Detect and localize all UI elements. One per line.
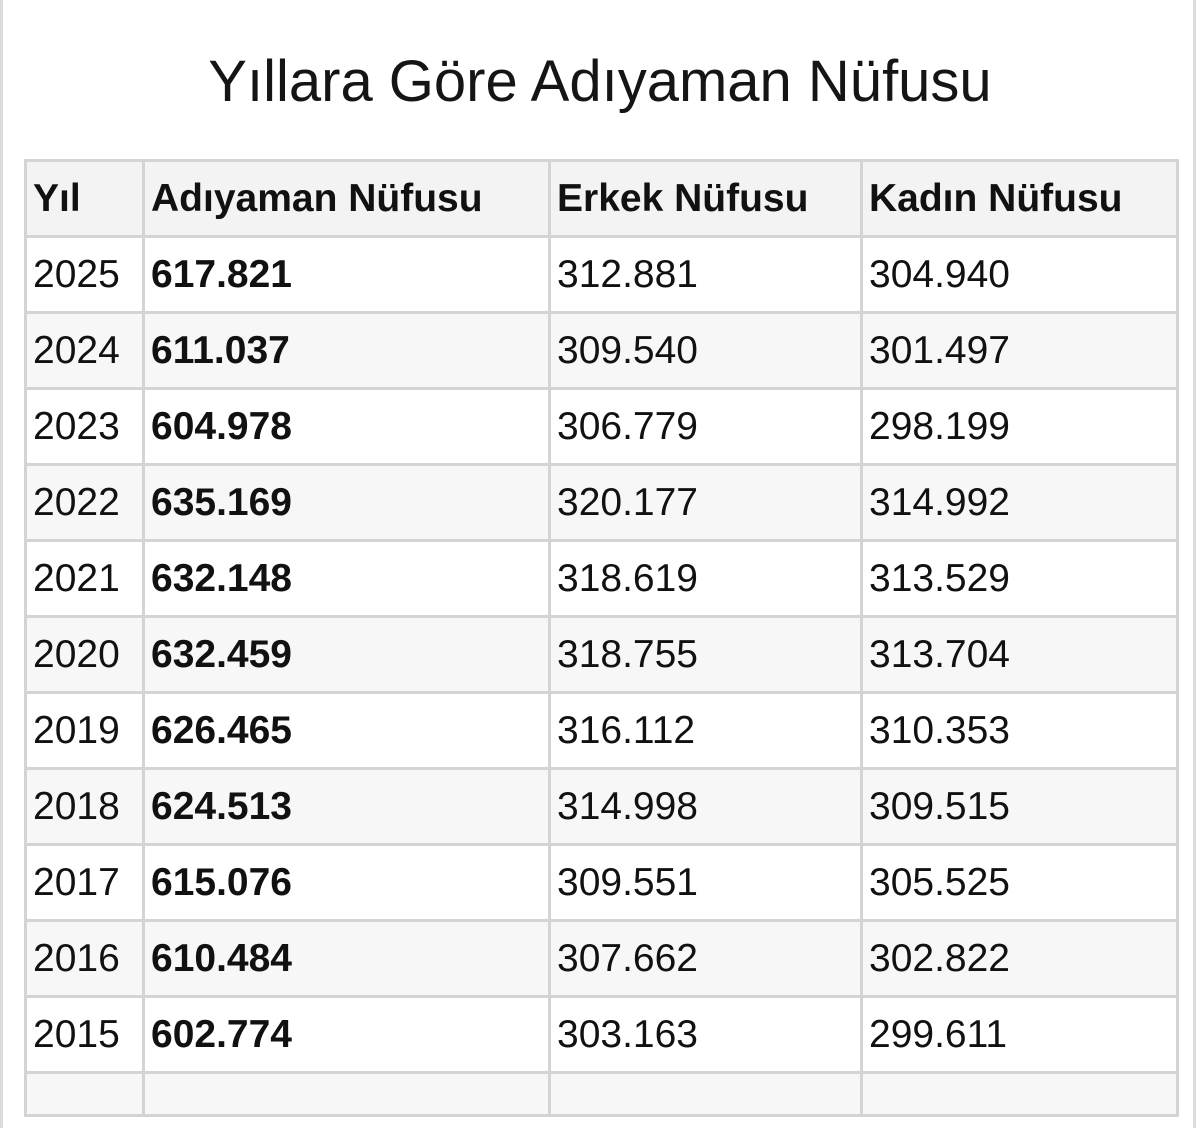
empty-cell — [142, 1071, 551, 1117]
table-cell: 2016 — [24, 919, 145, 998]
table-row: 2023 604.978 306.779 298.199 — [24, 387, 1179, 466]
empty-cell — [860, 1071, 1179, 1117]
table-cell: 313.529 — [860, 539, 1179, 618]
table-cell: 309.551 — [548, 843, 863, 922]
table-cell: 309.515 — [860, 767, 1179, 846]
table-row: 2019 626.465 316.112 310.353 — [24, 691, 1179, 770]
column-header: Yıl — [24, 159, 145, 238]
table-cell: 313.704 — [860, 615, 1179, 694]
table-cell: 310.353 — [860, 691, 1179, 770]
total-cell: 611.037 — [142, 311, 551, 390]
column-header: Adıyaman Nüfusu — [142, 159, 551, 238]
total-cell: 604.978 — [142, 387, 551, 466]
table-cell: 307.662 — [548, 919, 863, 998]
total-cell: 615.076 — [142, 843, 551, 922]
total-cell: 602.774 — [142, 995, 551, 1074]
table-row: 2018 624.513 314.998 309.515 — [24, 767, 1179, 846]
table-cell: 304.940 — [860, 235, 1179, 314]
table-row: 2024 611.037 309.540 301.497 — [24, 311, 1179, 390]
table-cell: 302.822 — [860, 919, 1179, 998]
table-cell: 309.540 — [548, 311, 863, 390]
table-cell: 318.619 — [548, 539, 863, 618]
table-row: 2015 602.774 303.163 299.611 — [24, 995, 1179, 1074]
table-cell: 2019 — [24, 691, 145, 770]
table-row: 2017 615.076 309.551 305.525 — [24, 843, 1179, 922]
empty-cell — [24, 1071, 145, 1117]
table-cell: 2015 — [24, 995, 145, 1074]
population-table: Yıl Adıyaman Nüfusu Erkek Nüfusu Kadın Nüfu… — [24, 159, 1179, 1117]
table-cell: 2022 — [24, 463, 145, 542]
table-cell: 318.755 — [548, 615, 863, 694]
table-body: 2025 617.821 312.881 304.940 2024 611.037 309.… — [24, 235, 1179, 1117]
column-header: Kadın Nüfusu — [860, 159, 1179, 238]
total-cell: 626.465 — [142, 691, 551, 770]
table-row: 2025 617.821 312.881 304.940 — [24, 235, 1179, 314]
table-row: 2021 632.148 318.619 313.529 — [24, 539, 1179, 618]
total-cell: 632.459 — [142, 615, 551, 694]
total-cell: 635.169 — [142, 463, 551, 542]
table-cell: 303.163 — [548, 995, 863, 1074]
table-cell: 2020 — [24, 615, 145, 694]
table-cell: 2018 — [24, 767, 145, 846]
table-cell: 2024 — [24, 311, 145, 390]
total-cell: 617.821 — [142, 235, 551, 314]
table-cell: 314.992 — [860, 463, 1179, 542]
table-cell: 306.779 — [548, 387, 863, 466]
table-row: 2022 635.169 320.177 314.992 — [24, 463, 1179, 542]
table-cell: 2023 — [24, 387, 145, 466]
table-cell: 301.497 — [860, 311, 1179, 390]
header-row: Yıl Adıyaman Nüfusu Erkek Nüfusu Kadın Nüfu… — [24, 159, 1179, 238]
table-cell: 305.525 — [860, 843, 1179, 922]
total-cell: 632.148 — [142, 539, 551, 618]
table-cell: 299.611 — [860, 995, 1179, 1074]
table-row-partial — [24, 1071, 1179, 1117]
table-cell: 2021 — [24, 539, 145, 618]
table-row: 2016 610.484 307.662 302.822 — [24, 919, 1179, 998]
table-cell: 2025 — [24, 235, 145, 314]
table-row: 2020 632.459 318.755 313.704 — [24, 615, 1179, 694]
page-title: Yıllara Göre Adıyaman Nüfusu — [208, 49, 992, 114]
table-cell: 312.881 — [548, 235, 863, 314]
empty-cell — [548, 1071, 863, 1117]
total-cell: 610.484 — [142, 919, 551, 998]
table-cell: 320.177 — [548, 463, 863, 542]
table-cell: 316.112 — [548, 691, 863, 770]
total-cell: 624.513 — [142, 767, 551, 846]
column-header: Erkek Nüfusu — [548, 159, 863, 238]
table-cell: 298.199 — [860, 387, 1179, 466]
table-cell: 2017 — [24, 843, 145, 922]
table-cell: 314.998 — [548, 767, 863, 846]
